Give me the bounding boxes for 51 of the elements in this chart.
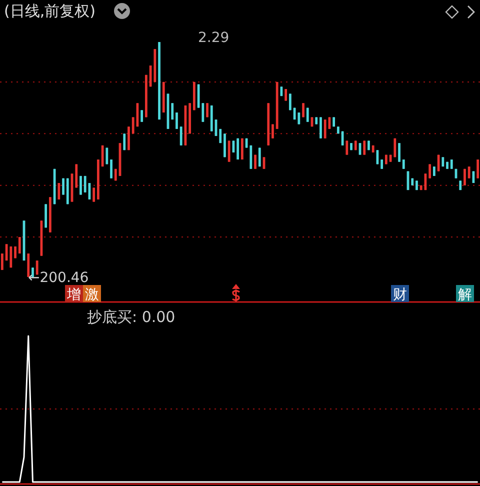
candlestick [44,204,48,228]
candlestick [288,93,292,111]
candlestick [123,133,126,151]
candlestick [228,140,230,162]
candlestick [450,159,453,170]
candlestick [428,164,432,179]
annotation: 2.29 [198,30,230,46]
chart-title: 抄底买: 0.00 [87,308,176,326]
candlestick [302,102,304,118]
candlestick [363,140,366,156]
candlestick [62,178,64,196]
candlestick [324,119,326,139]
chart-title: (日线,前复权) [4,2,96,20]
text: 增 [66,287,81,303]
candlestick [171,102,174,120]
candlestick [75,164,78,188]
candlestick [254,154,256,170]
text: 解 [458,287,472,303]
candlestick [398,142,400,162]
candlestick [92,187,96,202]
candlestick [128,126,130,151]
candlestick [202,102,204,122]
candlestick [298,112,300,125]
annotation: ←200.46 [28,270,89,286]
candlestick [27,254,30,277]
candlestick [380,159,384,170]
candlestick [464,168,466,186]
candlestick [140,110,144,122]
candlestick [402,159,405,170]
candlestick [272,124,274,139]
candlestick [132,116,134,134]
candlestick [284,88,288,102]
text: 财 [393,287,407,303]
candlestick [0,253,4,270]
candlestick [58,182,60,200]
candlestick [320,116,322,139]
candlestick [176,112,178,130]
candlestick [306,107,309,122]
candlestick [18,236,21,254]
candlestick [224,133,226,158]
candlestick [180,126,182,146]
candlestick [432,166,436,176]
candlestick [84,175,86,193]
text: 激 [85,287,99,303]
candlestick [346,140,348,156]
candlestick [250,144,252,170]
candlestick [468,166,470,179]
candlestick [206,102,208,118]
candlestick [476,159,480,179]
candlestick [80,175,82,196]
candlestick [110,159,112,179]
